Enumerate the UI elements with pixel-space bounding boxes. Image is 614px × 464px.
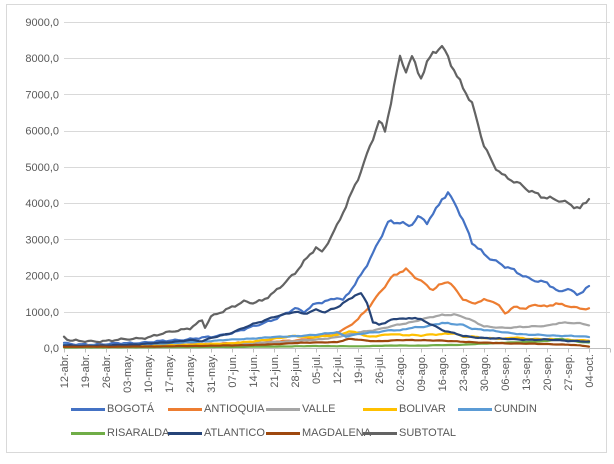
legend-item-cundin: CUNDIN xyxy=(458,403,537,415)
legend-marker-bogota xyxy=(71,407,105,411)
chart-container[interactable]: 0,0 1000,0 2000,0 3000,0 4000,0 5000,0 6000,0 7… xyxy=(6,4,611,453)
x-axis-tick-label: 20-sep. xyxy=(542,354,554,391)
series-line-antioquia xyxy=(62,267,591,348)
x-axis-tick-label: 31-may. xyxy=(206,354,218,393)
x-axis-tick-label: 17-may. xyxy=(164,354,176,393)
legend-item-risaralda: RISARALDA xyxy=(71,427,169,439)
x-axis-tick-label: 30-ago. xyxy=(479,354,491,391)
legend-label: ATLANTICO xyxy=(204,427,265,439)
x-axis-tick-label: 12-jul. xyxy=(332,354,344,384)
legend-item-valle: VALLE xyxy=(266,403,335,415)
legend-item-atlantico: ATLANTICO xyxy=(168,427,265,439)
legend-item-magdalena: MAGDALENA xyxy=(266,427,371,439)
x-axis-tick-label: 02-ago. xyxy=(395,354,407,391)
legend-label: BOGOTÁ xyxy=(107,403,155,415)
legend-marker-valle xyxy=(266,407,300,411)
series-line-atlantico xyxy=(62,292,591,348)
y-axis-tick-label: 0,0 xyxy=(44,343,59,355)
y-axis-tick-label: 1000,0 xyxy=(25,307,59,319)
legend-marker-cundin xyxy=(458,407,492,411)
x-axis-tick-label: 12-abr. xyxy=(59,354,71,388)
legend-label: MAGDALENA xyxy=(302,427,372,439)
legend-label: ANTIOQUIA xyxy=(204,403,265,415)
x-axis-tick-label: 14-jun. xyxy=(248,354,260,388)
legend-label: VALLE xyxy=(302,403,336,415)
legend-label: RISARALDA xyxy=(107,427,170,439)
legend-item-bogota: BOGOTÁ xyxy=(71,403,154,415)
x-axis-tick-label: 26-jul. xyxy=(374,354,386,384)
legend-label: CUNDIN xyxy=(494,403,537,415)
legend-item-antioquia: ANTIOQUIA xyxy=(168,403,265,415)
x-axis-tick-label: 04-oct. xyxy=(584,354,596,388)
legend-marker-atlantico xyxy=(168,431,202,435)
line-chart: 0,0 1000,0 2000,0 3000,0 4000,0 5000,0 6000,0 7… xyxy=(25,17,611,393)
x-axis-tick-label: 19-abr. xyxy=(80,354,92,388)
series-line-subtotal xyxy=(62,44,591,344)
legend-marker-subtotal xyxy=(363,431,397,435)
x-axis-tick-label: 13-sep. xyxy=(521,354,533,391)
x-axis-tick-label: 23-ago. xyxy=(458,354,470,391)
x-axis-tick-label: 19-jul. xyxy=(353,354,365,384)
y-axis-tick-label: 2000,0 xyxy=(25,271,59,283)
x-axis-tick-label: 10-may. xyxy=(143,354,155,393)
legend-label: BOLIVAR xyxy=(399,403,446,415)
x-axis-tick-label: 28-jun. xyxy=(290,354,302,388)
legend-marker-bolivar xyxy=(363,407,397,411)
x-axis-tick-label: 09-ago. xyxy=(416,354,428,391)
x-axis-tick-label: 06-sep. xyxy=(500,354,512,391)
legend-marker-magdalena xyxy=(266,431,300,435)
x-axis-tick-label: 26-abr. xyxy=(101,354,113,388)
legend-marker-risaralda xyxy=(71,431,105,435)
x-axis-tick-label: 03-may. xyxy=(122,354,134,393)
x-axis-tick-label: 21-jun. xyxy=(269,354,281,388)
y-axis-tick-label: 6000,0 xyxy=(25,126,59,138)
series-line-bogota xyxy=(62,191,591,347)
y-axis-tick-label: 9000,0 xyxy=(25,17,59,29)
y-axis-tick-label: 7000,0 xyxy=(25,89,59,101)
legend-item-bolivar: BOLIVAR xyxy=(363,403,446,415)
series-line-magdalena xyxy=(62,337,591,348)
x-axis-tick-label: 16-ago. xyxy=(437,354,449,391)
legend-marker-antioquia xyxy=(168,407,202,411)
legend-item-subtotal: SUBTOTAL xyxy=(363,427,456,439)
x-axis-tick-label: 27-sep. xyxy=(563,354,575,391)
y-axis-tick-label: 5000,0 xyxy=(25,162,59,174)
x-axis-tick-label: 07-jun. xyxy=(227,354,239,388)
y-axis-tick-label: 4000,0 xyxy=(25,198,59,210)
x-axis-tick-label: 24-may. xyxy=(185,354,197,393)
y-axis-tick-label: 8000,0 xyxy=(25,53,59,65)
x-axis-tick-label: 05-jul. xyxy=(311,354,323,384)
y-axis-tick-label: 3000,0 xyxy=(25,234,59,246)
legend-label: SUBTOTAL xyxy=(399,427,457,439)
